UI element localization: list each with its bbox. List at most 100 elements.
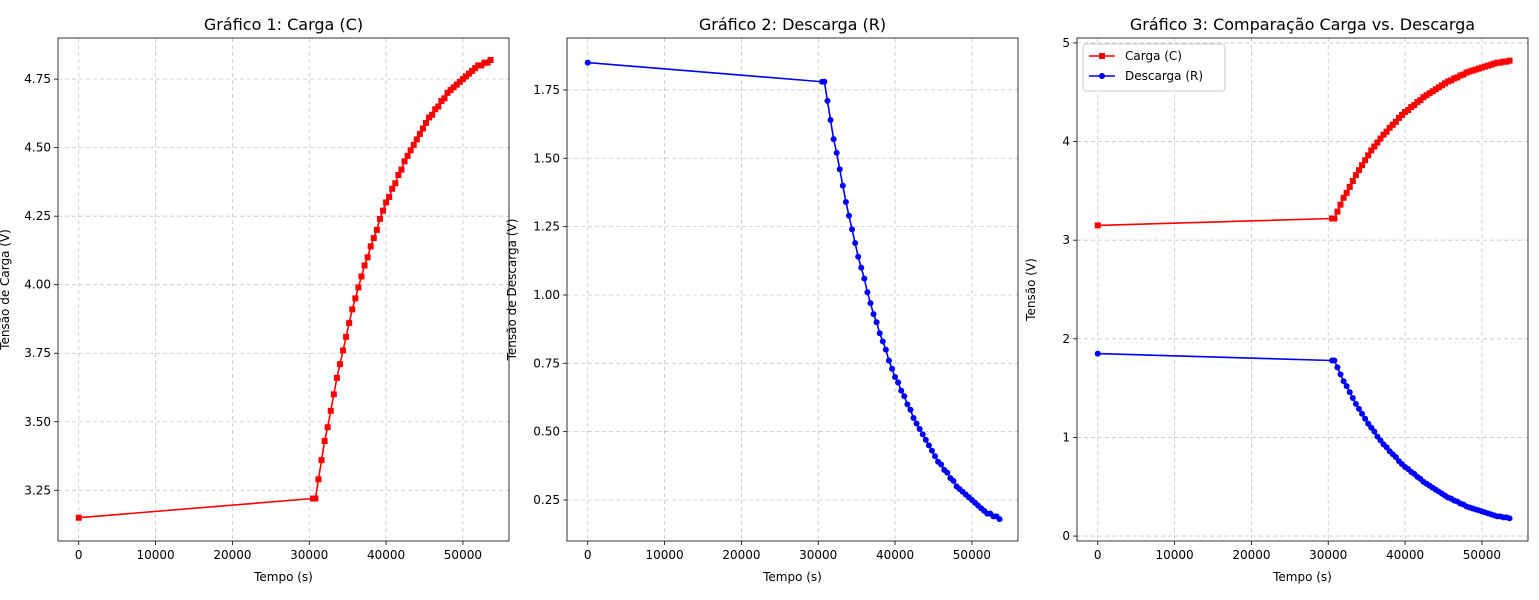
data-point: [913, 420, 920, 427]
y-tick-label: 3.75: [24, 346, 51, 360]
chart-title: Gráfico 2: Descarga (R): [699, 15, 886, 34]
data-point: [584, 59, 591, 66]
x-tick-label: 20000: [1232, 548, 1270, 562]
x-tick-label: 30000: [1309, 548, 1347, 562]
data-point: [1340, 378, 1347, 385]
data-point: [1463, 69, 1470, 76]
data-point: [426, 114, 433, 121]
chart-panel-3: 0 10000 20000 30000 40000 50000 0 1 2 3 4 5 Gráfico …: [1024, 15, 1529, 584]
data-point: [1337, 371, 1344, 378]
data-point: [950, 477, 957, 484]
data-point: [1448, 77, 1455, 84]
data-point: [416, 130, 423, 137]
y-tick-label: 4.50: [24, 141, 51, 155]
data-point: [1457, 72, 1464, 79]
x-tick-label: 20000: [213, 548, 251, 562]
data-point: [1352, 400, 1359, 407]
data-point: [858, 264, 865, 271]
x-tick-label: 10000: [1155, 548, 1193, 562]
data-point: [321, 437, 328, 444]
data-point: [1349, 394, 1356, 401]
data-point: [340, 347, 347, 354]
y-axis-label: Tensão (V): [1024, 258, 1038, 322]
data-point: [410, 141, 417, 148]
x-axis-label: Tempo (s): [1272, 570, 1332, 584]
y-tick-label: 0.50: [533, 425, 560, 439]
data-point: [444, 89, 451, 96]
data-point: [830, 136, 837, 143]
data-point: [352, 295, 359, 302]
data-point: [1383, 128, 1390, 135]
data-point: [1475, 65, 1482, 72]
y-tick-label: 3.25: [24, 483, 51, 497]
data-point: [346, 320, 353, 327]
data-point: [413, 136, 420, 143]
data-point: [1417, 97, 1424, 104]
data-point: [1359, 162, 1366, 169]
data-point: [376, 215, 383, 222]
x-tick-label: 50000: [953, 548, 991, 562]
data-point: [895, 379, 902, 386]
data-point: [864, 289, 871, 296]
y-tick-label: 4: [1062, 135, 1070, 149]
data-point: [1408, 104, 1415, 111]
x-tick-label: 0: [584, 548, 592, 562]
data-point: [1389, 121, 1396, 128]
data-point: [821, 78, 828, 85]
y-tick-label: 4.75: [24, 72, 51, 86]
data-point: [389, 185, 396, 192]
data-point: [1368, 147, 1375, 154]
data-point: [1377, 135, 1384, 142]
data-point: [1411, 102, 1418, 109]
data-point: [1392, 118, 1399, 125]
data-point: [867, 300, 874, 307]
data-point: [888, 365, 895, 372]
data-point: [462, 73, 469, 80]
data-point: [1454, 74, 1461, 81]
data-point: [370, 235, 377, 242]
data-point: [453, 81, 460, 88]
data-point: [1359, 410, 1366, 417]
data-point: [361, 262, 368, 269]
data-point: [1365, 152, 1372, 159]
data-point: [836, 166, 843, 173]
data-point: [386, 193, 393, 200]
x-tick-label: 30000: [290, 548, 328, 562]
data-point: [1386, 124, 1393, 131]
data-point: [367, 243, 374, 250]
data-point: [1451, 75, 1458, 82]
x-tick-label: 40000: [1386, 548, 1424, 562]
y-tick-label: 3.50: [24, 415, 51, 429]
data-point: [1334, 364, 1341, 371]
x-tick-label: 50000: [444, 548, 482, 562]
data-point: [1481, 63, 1488, 70]
x-tick-label: 10000: [136, 548, 174, 562]
data-point: [456, 78, 463, 85]
data-point: [1405, 106, 1412, 113]
data-point: [879, 338, 886, 345]
x-tick-label: 40000: [876, 548, 914, 562]
data-point: [336, 361, 343, 368]
y-tick-label: 1.00: [533, 288, 560, 302]
data-point: [910, 414, 917, 421]
data-point: [932, 453, 939, 460]
data-point: [1374, 139, 1381, 146]
data-point: [852, 240, 859, 247]
data-point: [1466, 68, 1473, 75]
data-point: [824, 97, 831, 104]
data-point: [922, 436, 929, 443]
data-point: [1442, 80, 1449, 87]
data-point: [870, 311, 877, 318]
data-point: [892, 373, 899, 380]
y-tick-label: 1.75: [533, 83, 560, 97]
data-point: [364, 254, 371, 261]
data-point: [1398, 111, 1405, 118]
x-tick-label: 0: [1094, 548, 1102, 562]
data-point: [392, 180, 399, 187]
data-point: [447, 87, 454, 94]
y-tick-label: 1: [1062, 430, 1070, 444]
axes-frame: [57, 37, 510, 542]
axes-frame: [566, 37, 1019, 542]
data-point: [432, 106, 439, 113]
